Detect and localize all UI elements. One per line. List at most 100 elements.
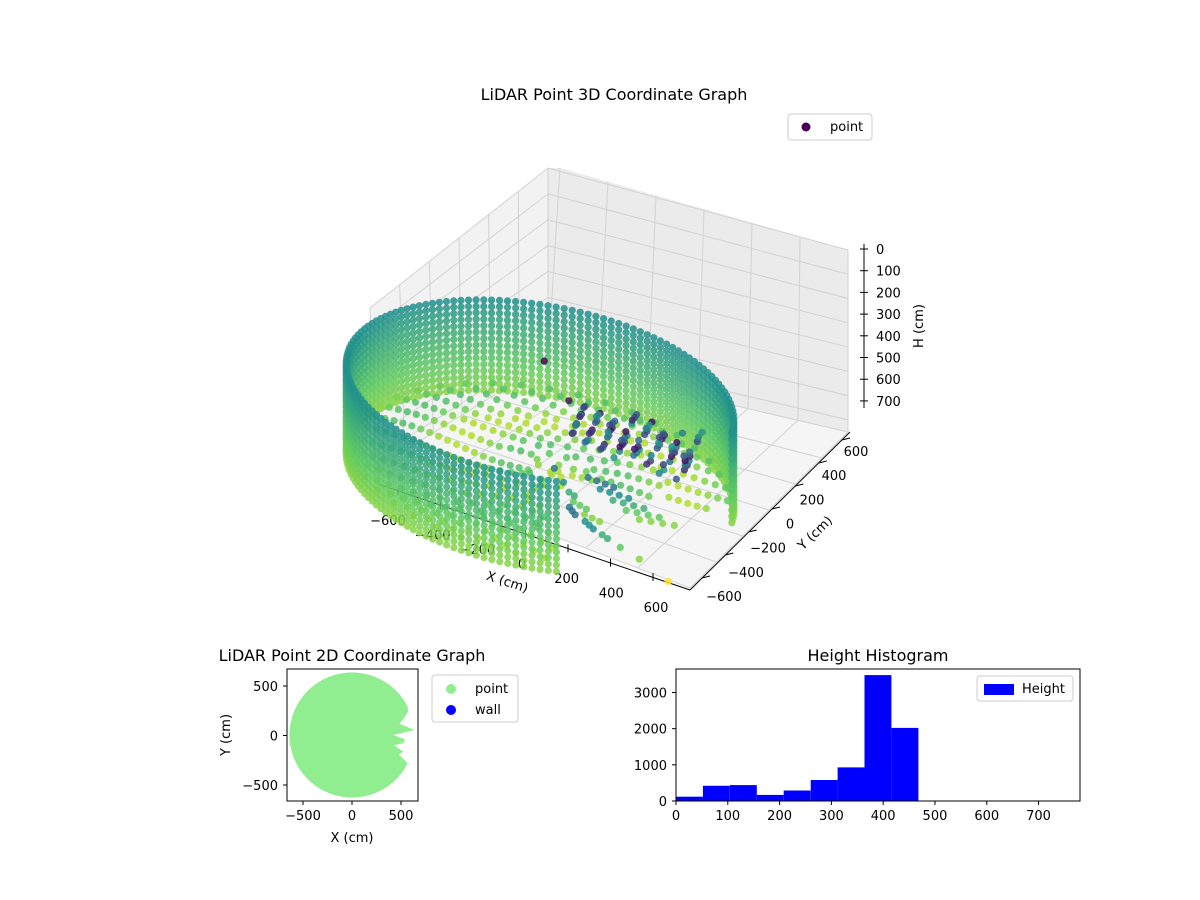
scatter-point [512,516,520,524]
scatter-point [669,350,677,358]
scatter-point [472,335,480,343]
scatter-point [387,486,395,494]
scatter-point [503,303,512,311]
scatter-point [600,392,608,400]
scatter-point [656,421,664,429]
scatter-point [674,385,683,394]
scatter-point [457,303,465,311]
scatter-point [568,319,576,327]
scatter-point [472,480,480,488]
scatter-point [636,341,644,349]
scatter-point [429,338,437,346]
scatter-point [436,512,444,520]
scatter-point [664,577,672,586]
scatter-point [663,379,671,387]
scatter-point [680,383,688,391]
scatter-point [656,401,664,409]
scatter-point [622,406,630,414]
scatter-point [524,412,532,420]
z-tick-label: 300 [876,308,901,323]
scatter-point [656,414,664,422]
scatter-point [630,502,638,510]
scatter-point [416,452,424,460]
scatter-point [409,474,417,482]
scatter-point [615,339,623,347]
scatter-point [544,302,552,310]
scatter-point [495,354,504,362]
scatter-point [643,401,651,410]
scatter-point [472,360,480,368]
scatter-point [392,483,400,491]
scatter-point [519,437,527,445]
scatter-point [496,493,504,501]
scatter-point [450,355,458,363]
grid-line [689,431,849,589]
scatter-point [536,488,544,496]
scatter-point [607,388,615,396]
scatter-point [422,352,430,360]
scatter-point [495,309,504,317]
scatter-point [450,329,458,337]
scatter-point [607,330,615,338]
scatter-point [512,535,520,544]
scatter-point [399,419,407,427]
scatter-point [472,474,480,482]
scatter-point [568,371,576,379]
scatter-point [403,464,411,472]
scatter-point [647,517,655,526]
scatter-point [488,302,496,311]
scatter-point [592,383,600,391]
scatter-point [464,335,473,343]
scatter-point [435,343,443,351]
scatter-point [488,472,496,480]
scatter-point [450,316,458,324]
grid-line [369,167,549,309]
hist-x-tick-label: 0 [672,809,680,824]
scatter-point [528,299,536,307]
hist-y-tick-label: 3000 [634,687,667,702]
scatter-point [442,381,451,389]
scatter-point [561,429,569,437]
scatter-point [615,491,623,499]
scatter-point [442,349,451,357]
scatter-point [409,448,417,456]
scatter-point [520,369,528,377]
scatter-point [422,307,430,315]
scatter-point [554,435,562,443]
scatter-point [461,444,470,453]
scatter-point [480,483,488,491]
scatter-point [465,536,473,544]
scatter-point [520,388,528,397]
scatter-point [442,355,451,364]
scatter-point [499,385,508,393]
scatter-point [552,415,560,423]
scatter-point [422,480,430,489]
scatter-point [511,415,519,423]
scatter-point [572,453,580,461]
scatter-point [398,512,406,521]
scatter-point [465,465,473,473]
scatter-point [480,547,488,555]
scatter-point [573,421,581,429]
scatter-point [655,481,663,490]
grid-line [517,191,520,380]
scatter-point [536,307,544,315]
scatter-point [488,315,496,323]
scatter-point [511,323,520,331]
scatter-point [520,311,528,319]
scatter-point [571,436,579,444]
scatter-point [629,402,637,410]
scatter-point [403,363,411,371]
scatter-point [680,357,688,365]
y-tick-label-2d: 500 [253,680,278,695]
scatter-point [416,509,424,518]
scatter-point [528,513,536,521]
scatter-point [702,505,710,513]
scatter-point [690,474,698,482]
scatter-point [674,411,683,419]
scatter-point [656,382,664,390]
scatter-point [607,394,615,402]
scatter-point [655,469,663,477]
scatter-point [504,514,512,522]
scatter-point [556,392,565,400]
